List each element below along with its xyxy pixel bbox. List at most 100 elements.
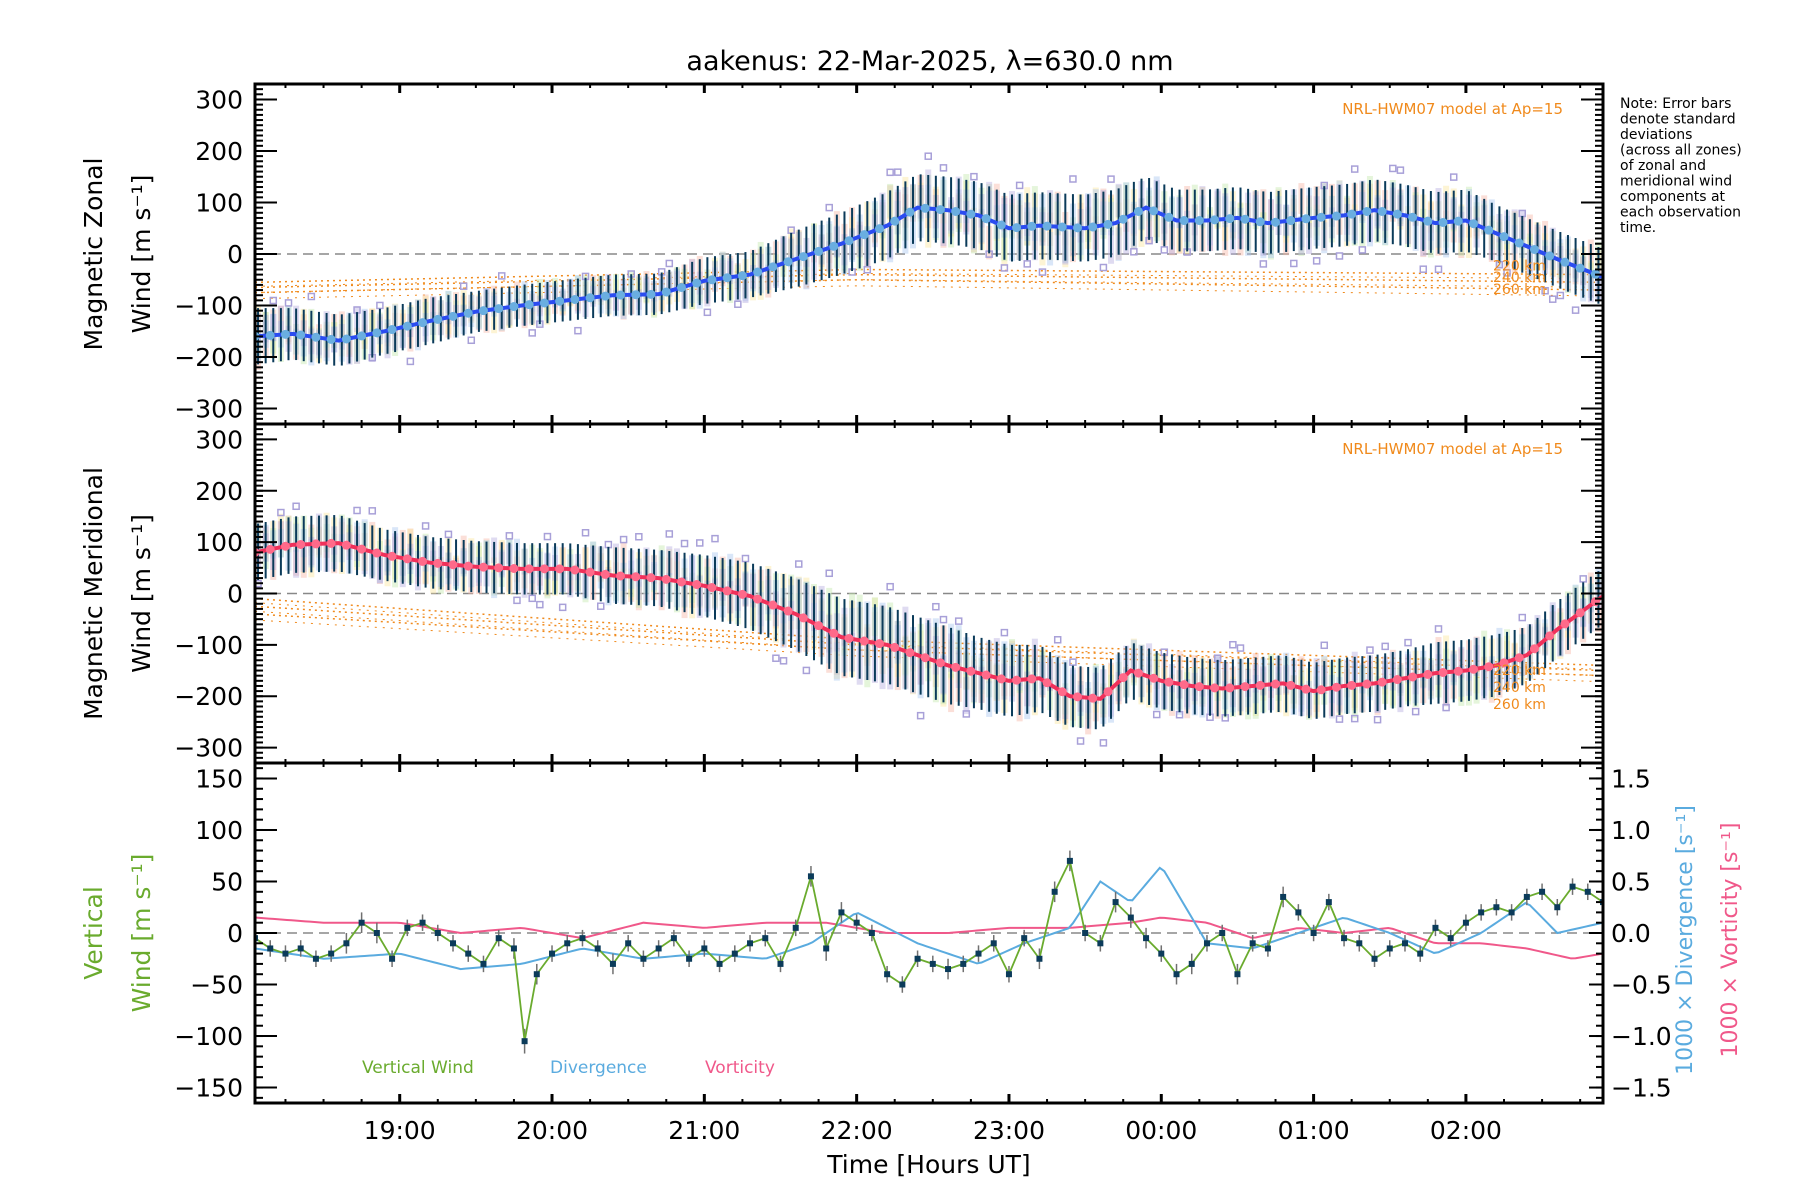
y-tick-label: 0 [227, 580, 243, 609]
zone-outlier-marker [1541, 286, 1549, 295]
vertical-wind-point [762, 935, 769, 942]
mean-wind-point [311, 332, 321, 342]
mean-wind-point [600, 291, 610, 301]
vertical-wind-point [914, 955, 921, 962]
zone-outlier-marker [1335, 252, 1344, 260]
mean-wind-point [996, 220, 1006, 230]
mean-wind-point [1545, 631, 1555, 641]
mean-wind-point [1179, 216, 1189, 226]
vertical-wind-point [1021, 935, 1028, 942]
mean-wind-point [798, 613, 808, 623]
mean-wind-point [814, 621, 824, 631]
note-line: components at [1620, 189, 1726, 205]
zone-outlier-marker [1069, 658, 1077, 666]
vertical-wind-point [1249, 940, 1256, 947]
zone-outlier-marker [1000, 264, 1009, 272]
mean-wind-point [951, 207, 961, 216]
y-tick-label: −50 [190, 971, 243, 1000]
mean-wind-point [600, 569, 610, 579]
mean-wind-point [478, 562, 488, 572]
y-tick-label: 200 [195, 477, 243, 506]
zone-outlier-marker [772, 654, 780, 662]
y-axis-label-line1: Vertical [79, 886, 108, 980]
y2-tick-label: −1.5 [1611, 1074, 1672, 1103]
zone-outlier-marker [1556, 291, 1565, 300]
x-axis-label: Time [Hours UT] [826, 1150, 1030, 1179]
zone-outlier-marker [1099, 263, 1108, 272]
vertical-wind-point [1082, 930, 1089, 936]
mean-wind-point [616, 290, 626, 300]
zone-outlier-marker [1366, 646, 1374, 654]
note-line: each observation [1620, 205, 1741, 221]
mean-wind-point [570, 565, 580, 575]
y-tick-label: 200 [195, 137, 243, 166]
vertical-wind-point [747, 940, 754, 947]
zone-outlier-marker [711, 534, 719, 543]
mean-wind-point [433, 558, 443, 568]
mean-wind-point [692, 278, 702, 288]
mean-wind-point [326, 538, 336, 548]
zone-outlier-marker [1290, 259, 1298, 268]
mean-wind-point [555, 564, 565, 574]
mean-wind-point [539, 298, 549, 308]
model-line [255, 597, 1596, 666]
zone-outlier-marker [924, 152, 932, 160]
y-tick-label: −150 [174, 1074, 243, 1103]
vertical-wind-point [1234, 971, 1241, 978]
vertical-wind-point [807, 873, 814, 880]
plot-area [255, 850, 1603, 1054]
zone-outlier-marker [1449, 173, 1458, 181]
mean-wind-point [1057, 687, 1067, 697]
mean-wind-point [966, 666, 976, 676]
mean-wind-point [478, 306, 488, 316]
zone-outlier-marker [498, 272, 506, 280]
zone-outlier-marker [1503, 269, 1511, 277]
mean-wind-point [1042, 221, 1052, 231]
zone-outlier-marker [1015, 181, 1024, 190]
mean-wind-point [1255, 217, 1265, 227]
note-line: meridional wind [1620, 174, 1732, 190]
zone-outlier-marker [1160, 246, 1169, 254]
mean-wind-point [935, 658, 945, 668]
x-tick-label: 00:00 [1125, 1116, 1197, 1145]
mean-wind-point [707, 583, 717, 593]
mean-wind-point [1240, 214, 1250, 224]
zone-outlier-marker [1076, 737, 1085, 745]
zone-outlier-marker [1312, 257, 1321, 265]
zone-outlier-marker [1069, 175, 1077, 183]
mean-wind-point [1286, 216, 1296, 226]
vertical-wind-point [1203, 940, 1210, 947]
vertical-wind-point [1341, 935, 1348, 942]
zone-outlier-marker [513, 596, 521, 605]
mean-wind-point [1240, 682, 1250, 692]
vertical-wind-point [389, 955, 396, 962]
mean-wind-point [524, 564, 534, 574]
mean-wind-point [1423, 216, 1433, 226]
note-line: (across all zones) [1620, 143, 1742, 159]
zone-outlier-marker [558, 603, 567, 612]
vertical-wind-point [853, 919, 860, 926]
zone-outlier-marker [825, 203, 833, 212]
mean-wind-point [1362, 679, 1372, 689]
model-line [255, 273, 1596, 287]
mean-wind-point [1377, 207, 1387, 216]
mean-wind-point [859, 636, 869, 646]
zone-outlier-marker [376, 301, 384, 310]
vertical-wind-point [434, 930, 441, 936]
y-tick-label: 50 [211, 867, 243, 896]
y-tick-label: −300 [174, 395, 243, 424]
mean-wind-point [1484, 225, 1494, 235]
zone-outlier-marker [543, 532, 552, 541]
y-tick-label: −100 [174, 292, 243, 321]
note-line: of zonal and [1620, 158, 1706, 174]
zone-outlier-marker [1396, 166, 1405, 174]
zone-outlier-marker [802, 666, 811, 675]
x-tick-label: 23:00 [973, 1116, 1045, 1145]
mean-wind-point [616, 571, 626, 581]
mean-wind-point [1103, 219, 1113, 229]
zone-outlier-marker [970, 172, 978, 181]
zone-outlier-marker [1130, 248, 1138, 256]
y2-axis-label-divergence: 1000 × Divergence [s⁻¹] [1673, 805, 1698, 1075]
mean-wind-point [768, 262, 778, 272]
